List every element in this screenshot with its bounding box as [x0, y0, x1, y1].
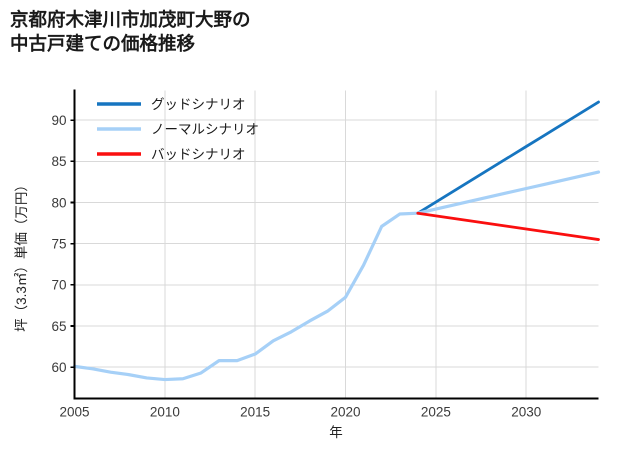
y-tick-label: 70	[51, 278, 66, 293]
x-tick-label: 2015	[240, 405, 270, 420]
chart-title: 京都府木津川市加茂町大野の 中古戸建ての価格推移	[10, 8, 480, 57]
legend-label-0: グッドシナリオ	[151, 97, 246, 112]
x-axis-tick-labels: 2005 2010 2015 2020 2025 2030	[59, 405, 541, 420]
chart-title-line-1: 京都府木津川市加茂町大野の	[10, 9, 251, 30]
y-tick-label: 60	[51, 360, 66, 375]
y-tick-label: 65	[51, 319, 66, 334]
x-axis-title: 年	[329, 425, 343, 440]
series-layer	[72, 100, 601, 382]
y-tick-label: 80	[51, 195, 66, 210]
legend-label-2: バッドシナリオ	[151, 147, 246, 162]
series-line-0	[416, 100, 600, 215]
legend-label-1: ノーマルシナリオ	[151, 122, 259, 137]
y-tick-label: 75	[51, 236, 66, 251]
y-tick-label: 85	[51, 154, 66, 169]
y-axis-title: 坪（3.3㎡）単価（万円）	[14, 178, 29, 332]
axes	[70, 89, 599, 400]
x-tick-label: 2010	[150, 405, 180, 420]
y-tick-label: 90	[51, 113, 66, 128]
chart-title-line-2: 中古戸建ての価格推移	[10, 33, 196, 55]
x-tick-label: 2025	[421, 405, 451, 420]
x-gridlines	[74, 90, 527, 399]
x-tick-label: 2020	[331, 405, 361, 420]
y-gridlines	[74, 119, 599, 368]
x-tick-label: 2030	[511, 405, 541, 420]
series-line-2	[416, 211, 600, 241]
x-tick-label: 2005	[59, 405, 89, 420]
y-axis-tick-labels: 60 65 70 75 80 85 90	[51, 113, 66, 375]
series-line-1	[72, 170, 601, 382]
